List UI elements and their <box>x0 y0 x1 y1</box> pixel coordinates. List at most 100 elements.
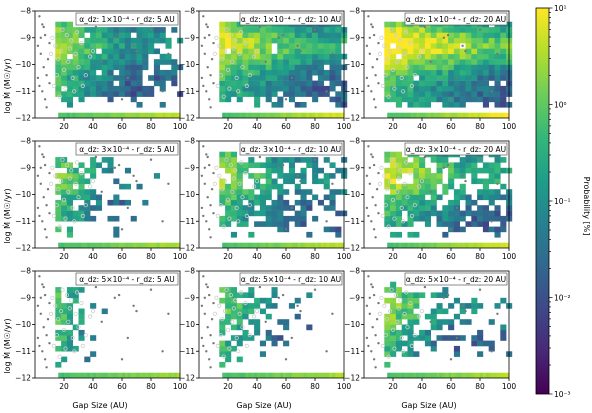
heatmap-cell <box>317 199 324 206</box>
observation-point <box>313 288 317 291</box>
observation-point <box>39 36 42 39</box>
observation-circle <box>247 73 252 78</box>
bottom-strip-cell <box>433 372 437 378</box>
bottom-strip-cell <box>448 372 452 378</box>
heatmap-cell <box>148 75 155 81</box>
heatmap-cell <box>419 85 426 92</box>
observation-circle <box>220 317 225 322</box>
heatmap-cell <box>219 43 226 49</box>
bottom-strip-cell <box>69 372 73 378</box>
observation-circle <box>254 179 260 184</box>
heatmap-cell <box>494 194 501 201</box>
heatmap-cell <box>436 324 443 331</box>
bottom-strip-cell <box>445 372 449 378</box>
heatmap-cell <box>271 157 278 163</box>
heatmap-cell <box>236 80 243 87</box>
heatmap-cell <box>283 199 290 206</box>
heatmap-cell <box>477 69 484 76</box>
heatmap-cell <box>430 37 437 44</box>
heatmap-cell <box>248 292 255 298</box>
heatmap-cell <box>277 59 284 65</box>
bottom-strip-cell <box>436 112 440 118</box>
heatmap-cell <box>413 64 420 71</box>
heatmap-cell <box>72 189 79 195</box>
heatmap-cell <box>265 167 272 174</box>
bottom-strip-cell <box>338 112 342 118</box>
heatmap-cell <box>448 80 455 87</box>
heatmap-cell <box>500 37 507 44</box>
heatmap-cell <box>230 21 237 28</box>
bottom-strip-cell <box>145 112 149 118</box>
heatmap-cell <box>312 37 319 44</box>
heatmap-cell <box>288 53 295 60</box>
heatmap-cell <box>236 27 243 33</box>
observation-point <box>132 304 135 307</box>
observation-point <box>126 206 129 210</box>
bottom-strip-cell <box>390 372 394 378</box>
heatmap-cell <box>90 43 97 49</box>
observation-circle <box>408 171 413 176</box>
heatmap-cell <box>477 85 484 92</box>
observation-circle <box>240 195 245 200</box>
heatmap-cell <box>306 162 313 168</box>
bottom-strip-cell <box>251 372 255 378</box>
observation-point <box>423 25 427 29</box>
heatmap-cell <box>407 324 414 331</box>
heatmap-cell <box>494 48 501 55</box>
heatmap-cell <box>390 85 397 92</box>
heatmap-cell <box>242 194 249 201</box>
heatmap-cell <box>230 53 237 60</box>
heatmap-cell <box>130 64 137 71</box>
bottom-strip-cell <box>401 372 405 378</box>
heatmap-cell <box>477 53 484 60</box>
heatmap-cell <box>271 53 278 60</box>
heatmap-cell <box>148 91 155 97</box>
heatmap-cell <box>482 37 489 44</box>
observation-circle <box>60 27 65 32</box>
heatmap-cell <box>323 194 330 201</box>
heatmap-cell <box>436 157 443 163</box>
observation-point <box>43 163 47 167</box>
heatmap-cell <box>242 292 249 298</box>
heatmap-cell <box>254 102 261 108</box>
bottom-strip-cell <box>165 242 169 248</box>
heatmap-cell <box>113 53 120 60</box>
bottom-strip-cell <box>222 372 226 378</box>
heatmap-cell <box>288 162 295 168</box>
heatmap-cell <box>390 183 397 190</box>
colorbar-bar <box>535 7 550 395</box>
observation-point <box>135 179 138 183</box>
heatmap-cell <box>395 32 402 38</box>
observation-circle <box>215 83 220 89</box>
observation-circle <box>56 57 61 62</box>
observation-point <box>464 309 467 313</box>
bottom-strip-cell <box>124 242 129 248</box>
bottom-strip-cell <box>404 112 408 118</box>
heatmap-cell <box>277 37 284 44</box>
heatmap-cell <box>236 43 243 49</box>
heatmap-cell <box>242 85 249 92</box>
heatmap-cell <box>390 173 397 179</box>
observation-point <box>208 293 211 297</box>
x-tick-label: 40 <box>417 122 427 131</box>
observation-point <box>374 236 377 239</box>
heatmap-cell <box>413 183 420 190</box>
bottom-strip-cell <box>398 372 402 378</box>
heatmap-cell <box>390 215 397 222</box>
heatmap-cell <box>242 27 249 33</box>
heatmap-cell <box>335 69 342 76</box>
heatmap-cell <box>61 183 68 190</box>
x-tick-label: 40 <box>88 252 98 261</box>
heatmap-cell <box>424 27 431 33</box>
heatmap-cell <box>465 91 472 97</box>
observation-point <box>203 52 206 55</box>
y-tick-label: −9 <box>20 163 31 172</box>
heatmap-cell <box>436 335 443 341</box>
heatmap-cell <box>500 226 507 233</box>
heatmap-cell <box>401 340 408 347</box>
bottom-strip-cell <box>148 242 152 248</box>
heatmap-cell <box>317 48 324 55</box>
observation-circle <box>243 300 248 306</box>
observation-point <box>149 288 153 291</box>
heatmap-cell <box>242 64 249 71</box>
